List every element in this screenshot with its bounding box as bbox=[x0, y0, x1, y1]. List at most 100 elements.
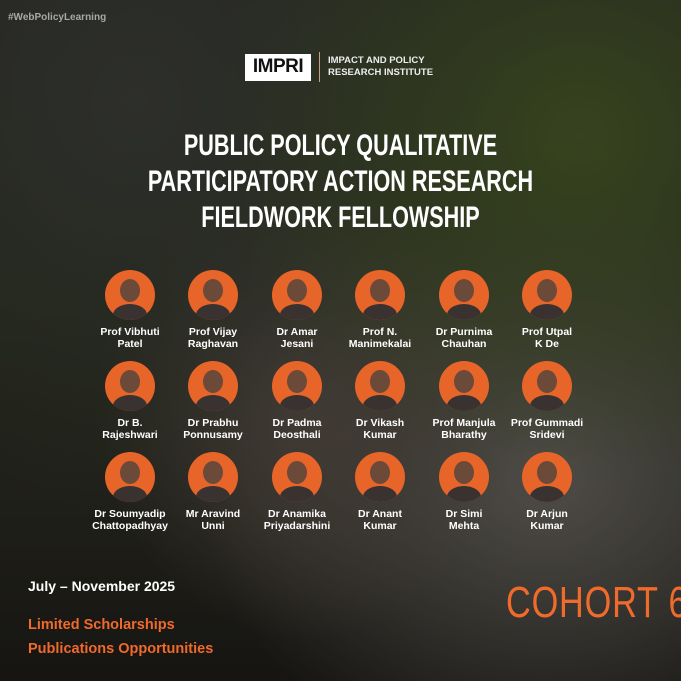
impri-logo: IMPRI IMPACT AND POLICY RESEARCH INSTITU… bbox=[245, 52, 433, 82]
name-line: Sridevi bbox=[529, 429, 565, 441]
faculty-member: Dr Prabhu Ponnusamy bbox=[158, 361, 268, 441]
faculty-name: Dr Anant Kumar bbox=[325, 508, 435, 532]
faculty-name: Prof Utpal K De bbox=[492, 326, 602, 350]
body-shape bbox=[363, 395, 397, 411]
program-dates: July – November 2025 bbox=[28, 578, 176, 594]
faculty-member: Prof Gummadi Sridevi bbox=[492, 361, 602, 441]
publications-text: Publications Opportunities bbox=[28, 641, 214, 657]
faculty-member: Prof Vibhuti Patel bbox=[75, 270, 185, 350]
faculty-name: Dr Simi Mehta bbox=[409, 508, 519, 532]
faculty-photo bbox=[188, 361, 238, 411]
faculty-member: Dr Amar Jesani bbox=[242, 270, 352, 350]
head-shape bbox=[203, 461, 223, 484]
faculty-name: Dr B. Rajeshwari bbox=[75, 417, 185, 441]
name-line: Patel bbox=[117, 338, 143, 350]
head-shape bbox=[203, 370, 223, 393]
head-shape bbox=[537, 370, 557, 393]
faculty-photo bbox=[522, 361, 572, 411]
body-shape bbox=[196, 304, 230, 320]
head-shape bbox=[454, 370, 474, 393]
name-line: Dr B. bbox=[117, 417, 143, 429]
name-line: Dr Vikash bbox=[355, 417, 405, 429]
logo-mark: IMPRI bbox=[245, 53, 311, 81]
logo-text: IMPACT AND POLICY RESEARCH INSTITUTE bbox=[328, 55, 433, 79]
faculty-photo bbox=[105, 452, 155, 502]
faculty-member: Dr Anamika Priyadarshini bbox=[242, 452, 352, 532]
faculty-photo bbox=[355, 361, 405, 411]
name-line: Prof Vijay bbox=[188, 326, 238, 338]
name-line: K De bbox=[535, 338, 559, 350]
faculty-name: Mr Aravind Unni bbox=[158, 508, 268, 532]
body-shape bbox=[530, 395, 564, 411]
body-shape bbox=[447, 304, 481, 320]
name-line: Chattopadhyay bbox=[92, 520, 168, 532]
name-line: Prof Manjula bbox=[432, 417, 496, 429]
faculty-photo bbox=[355, 270, 405, 320]
name-line: Prof Vibhuti bbox=[100, 326, 160, 338]
title-line: PARTICIPATORY ACTION RESEARCH bbox=[147, 165, 534, 198]
faculty-photo bbox=[439, 361, 489, 411]
name-line: Dr Anamika bbox=[268, 508, 326, 520]
head-shape bbox=[370, 461, 390, 484]
faculty-photo bbox=[272, 361, 322, 411]
faculty-photo bbox=[522, 452, 572, 502]
faculty-photo bbox=[105, 361, 155, 411]
faculty-photo bbox=[355, 452, 405, 502]
logo-divider bbox=[319, 52, 320, 82]
head-shape bbox=[370, 370, 390, 393]
faculty-member: Dr Soumyadip Chattopadhyay bbox=[75, 452, 185, 532]
faculty-member: Mr Aravind Unni bbox=[158, 452, 268, 532]
faculty-member: Dr Simi Mehta bbox=[409, 452, 519, 532]
body-shape bbox=[530, 486, 564, 502]
faculty-name: Prof N. Manimekalai bbox=[325, 326, 435, 350]
name-line: Chauhan bbox=[441, 338, 487, 350]
name-line: Manimekalai bbox=[348, 338, 412, 350]
cohort-label: COHORT 6 bbox=[506, 578, 681, 627]
faculty-member: Dr Padma Deosthali bbox=[242, 361, 352, 441]
body-shape bbox=[447, 395, 481, 411]
body-shape bbox=[196, 486, 230, 502]
faculty-member: Prof Utpal K De bbox=[492, 270, 602, 350]
body-shape bbox=[113, 395, 147, 411]
faculty-photo bbox=[188, 452, 238, 502]
head-shape bbox=[370, 279, 390, 302]
name-line: Mehta bbox=[448, 520, 480, 532]
promo-text: Limited Scholarships Publications Opport… bbox=[28, 613, 213, 661]
name-line: Kumar bbox=[530, 520, 564, 532]
name-line: Dr Purnima bbox=[435, 326, 493, 338]
faculty-member: Dr Purnima Chauhan bbox=[409, 270, 519, 350]
head-shape bbox=[203, 279, 223, 302]
faculty-photo bbox=[105, 270, 155, 320]
body-shape bbox=[113, 304, 147, 320]
name-line: Dr Prabhu bbox=[187, 417, 239, 429]
faculty-member: Prof Manjula Bharathy bbox=[409, 361, 519, 441]
body-shape bbox=[363, 486, 397, 502]
name-line: Jesani bbox=[280, 338, 314, 350]
name-line: Prof Gummadi bbox=[510, 417, 584, 429]
faculty-member: Dr B. Rajeshwari bbox=[75, 361, 185, 441]
faculty-name: Prof Gummadi Sridevi bbox=[492, 417, 602, 441]
faculty-photo bbox=[522, 270, 572, 320]
head-shape bbox=[537, 461, 557, 484]
title-line: FIELDWORK FELLOWSHIP bbox=[201, 201, 480, 234]
name-line: Dr Padma bbox=[272, 417, 322, 429]
name-line: Mr Aravind bbox=[185, 508, 241, 520]
faculty-name: Dr Padma Deosthali bbox=[242, 417, 352, 441]
head-shape bbox=[454, 461, 474, 484]
faculty-member: Prof Vijay Raghavan bbox=[158, 270, 268, 350]
name-line: Prof N. bbox=[362, 326, 398, 338]
body-shape bbox=[280, 395, 314, 411]
head-shape bbox=[120, 279, 140, 302]
name-line: Dr Arjun bbox=[526, 508, 568, 520]
faculty-name: Dr Arjun Kumar bbox=[492, 508, 602, 532]
name-line: Rajeshwari bbox=[102, 429, 158, 441]
name-line: Ponnusamy bbox=[183, 429, 243, 441]
faculty-member: Dr Arjun Kumar bbox=[492, 452, 602, 532]
body-shape bbox=[447, 486, 481, 502]
body-shape bbox=[280, 486, 314, 502]
head-shape bbox=[120, 370, 140, 393]
name-line: Dr Anant bbox=[358, 508, 402, 520]
hashtag: #WebPolicyLearning bbox=[8, 12, 107, 23]
faculty-member: Dr Anant Kumar bbox=[325, 452, 435, 532]
